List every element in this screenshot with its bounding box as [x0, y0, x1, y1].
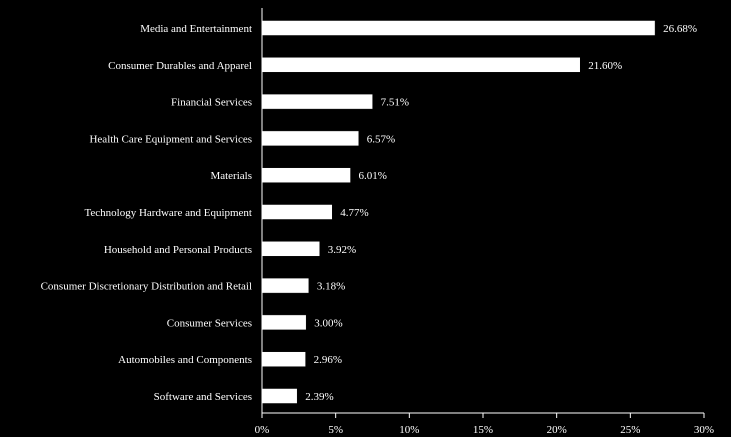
data-label: 2.39%	[305, 391, 333, 403]
category-labels: Media and Entertainment Consumer Durables…	[41, 23, 252, 403]
data-label: 7.51%	[381, 97, 409, 109]
category-label: Financial Services	[171, 97, 252, 109]
data-label: 4.77%	[340, 207, 368, 219]
bar-1	[261, 20, 656, 36]
data-label: 3.00%	[314, 317, 342, 329]
x-tick-label: 30%	[694, 424, 714, 436]
bar-11	[261, 388, 298, 404]
x-tick-label: 0%	[255, 424, 270, 436]
data-label: 21.60%	[588, 60, 622, 72]
bar-5	[261, 167, 351, 183]
bar-8	[261, 277, 310, 294]
bar-9	[261, 314, 307, 331]
category-label: Media and Entertainment	[140, 23, 252, 35]
data-labels: 26.68% 21.60% 7.51% 6.57% 6.01% 4.77% 3.92% 3.1…	[305, 23, 697, 403]
data-label: 3.18%	[317, 281, 345, 293]
bar-2	[261, 57, 581, 73]
bar-3	[261, 93, 373, 110]
category-label: Health Care Equipment and Services	[89, 133, 252, 145]
category-label: Materials	[210, 170, 252, 182]
x-tick-label: 20%	[547, 424, 567, 436]
category-label: Consumer Discretionary Distribution and …	[41, 281, 252, 293]
data-label: 26.68%	[663, 23, 697, 35]
data-label: 6.57%	[367, 133, 395, 145]
x-tick-label: 10%	[399, 424, 419, 436]
x-tick-label: 15%	[473, 424, 493, 436]
x-axis: 0% 5% 10% 15% 20% 25% 30%	[255, 8, 714, 436]
category-label: Automobiles and Components	[118, 354, 252, 366]
bar-7	[261, 241, 320, 257]
data-label: 2.96%	[314, 354, 342, 366]
category-label: Technology Hardware and Equipment	[84, 207, 252, 219]
category-label: Software and Services	[154, 391, 252, 403]
bar-6	[261, 204, 333, 220]
x-tick-label: 5%	[328, 424, 343, 436]
x-tick-label: 25%	[620, 424, 640, 436]
bar-10	[261, 351, 306, 367]
category-label: Consumer Services	[167, 317, 252, 329]
data-label: 3.92%	[328, 244, 356, 256]
category-label: Consumer Durables and Apparel	[108, 60, 252, 72]
data-label: 6.01%	[359, 170, 387, 182]
category-label: Household and Personal Products	[104, 244, 252, 256]
bar-4	[261, 130, 360, 147]
